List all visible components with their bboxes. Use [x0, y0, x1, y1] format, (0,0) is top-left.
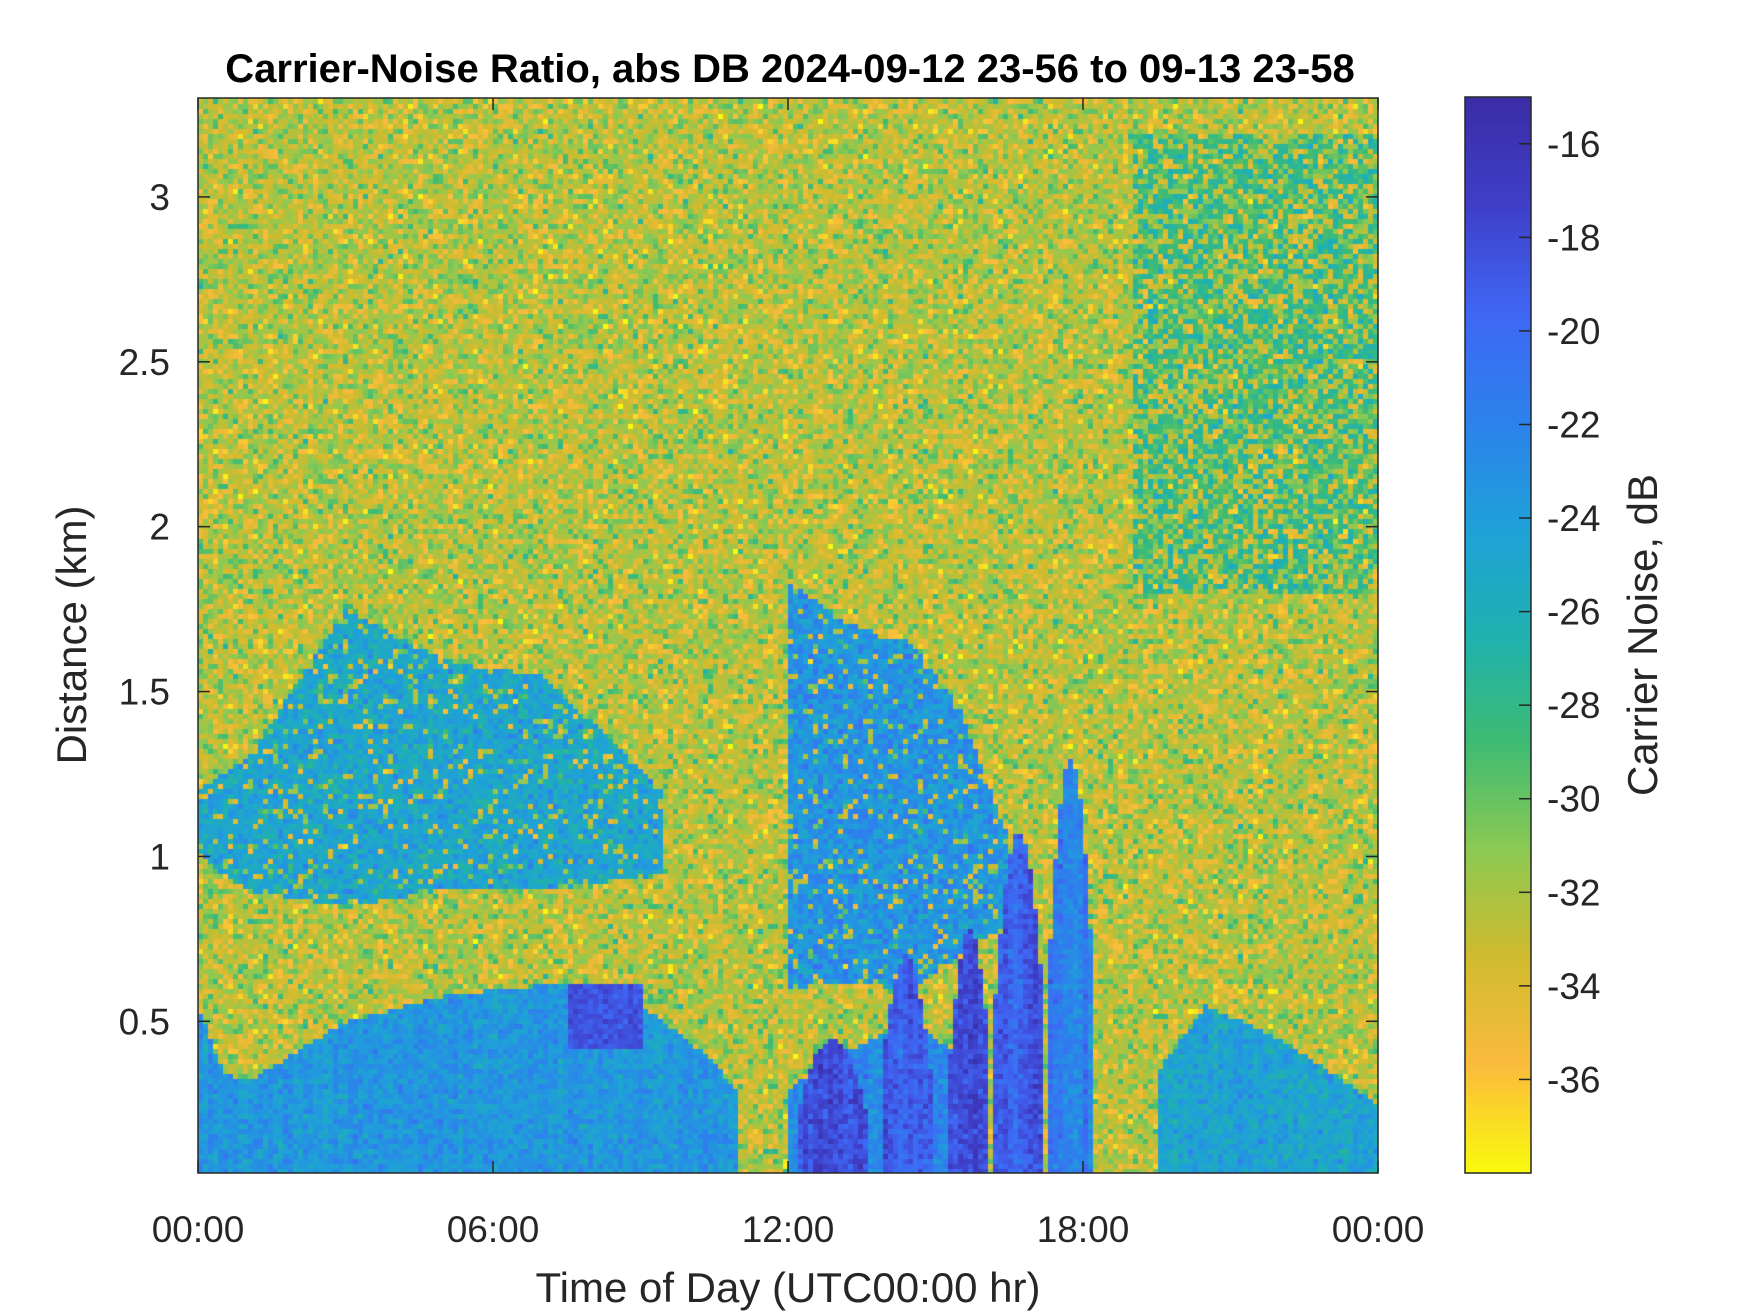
colorbar-tick-label: -28	[1547, 685, 1600, 726]
chart-title: Carrier-Noise Ratio, abs DB 2024-09-12 2…	[225, 47, 1354, 91]
x-tick-label: 00:00	[152, 1209, 245, 1250]
colorbar-tick-label: -30	[1547, 779, 1600, 820]
colorbar-tick-label: -26	[1547, 592, 1600, 633]
y-tick-label: 1.5	[119, 672, 170, 713]
colorbar-tick-label: -34	[1547, 966, 1600, 1007]
colorbar-tick-label: -36	[1547, 1059, 1600, 1100]
x-tick-label: 12:00	[742, 1209, 835, 1250]
colorbar-tick-label: -22	[1547, 404, 1600, 445]
y-tick-label: 1	[149, 836, 170, 877]
colorbar-ticks: -36 -34 -32 -30 -28 -26 -24 -22 -20 -18 -16	[1519, 124, 1600, 1100]
colorbar: -36 -34 -32 -30 -28 -26 -24 -22 -20 -18 -16 Carrie…	[1464, 96, 1666, 1174]
y-axis: 0.5 1 1.5 2 2.5 3	[119, 177, 1378, 1042]
y-tick-label: 3	[149, 177, 170, 218]
colorbar-tick-label: -16	[1547, 124, 1600, 165]
y-tick-label: 2.5	[119, 342, 170, 383]
y-tick-label: 0.5	[119, 1001, 170, 1042]
heatmap-field	[198, 98, 1378, 1173]
x-axis: 00:00 06:00 12:00 18:00 00:00	[152, 98, 1425, 1250]
colorbar-gradient	[1465, 97, 1531, 1173]
colorbar-tick-label: -18	[1547, 217, 1600, 258]
colorbar-frame	[1464, 96, 1532, 1174]
colorbar-tick-label: -20	[1547, 311, 1600, 352]
y-tick-label: 2	[149, 507, 170, 548]
plot-area	[197, 97, 1379, 1174]
x-axis-label: Time of Day (UTC00:00 hr)	[536, 1264, 1041, 1311]
colorbar-tick-label: -24	[1547, 498, 1600, 539]
y-axis-label: Distance (km)	[48, 505, 95, 764]
x-tick-label: 18:00	[1037, 1209, 1130, 1250]
colorbar-tick-label: -32	[1547, 872, 1600, 913]
x-tick-label: 06:00	[447, 1209, 540, 1250]
x-tick-label: 00:00	[1332, 1209, 1425, 1250]
colorbar-label: Carrier Noise, dB	[1619, 474, 1666, 796]
